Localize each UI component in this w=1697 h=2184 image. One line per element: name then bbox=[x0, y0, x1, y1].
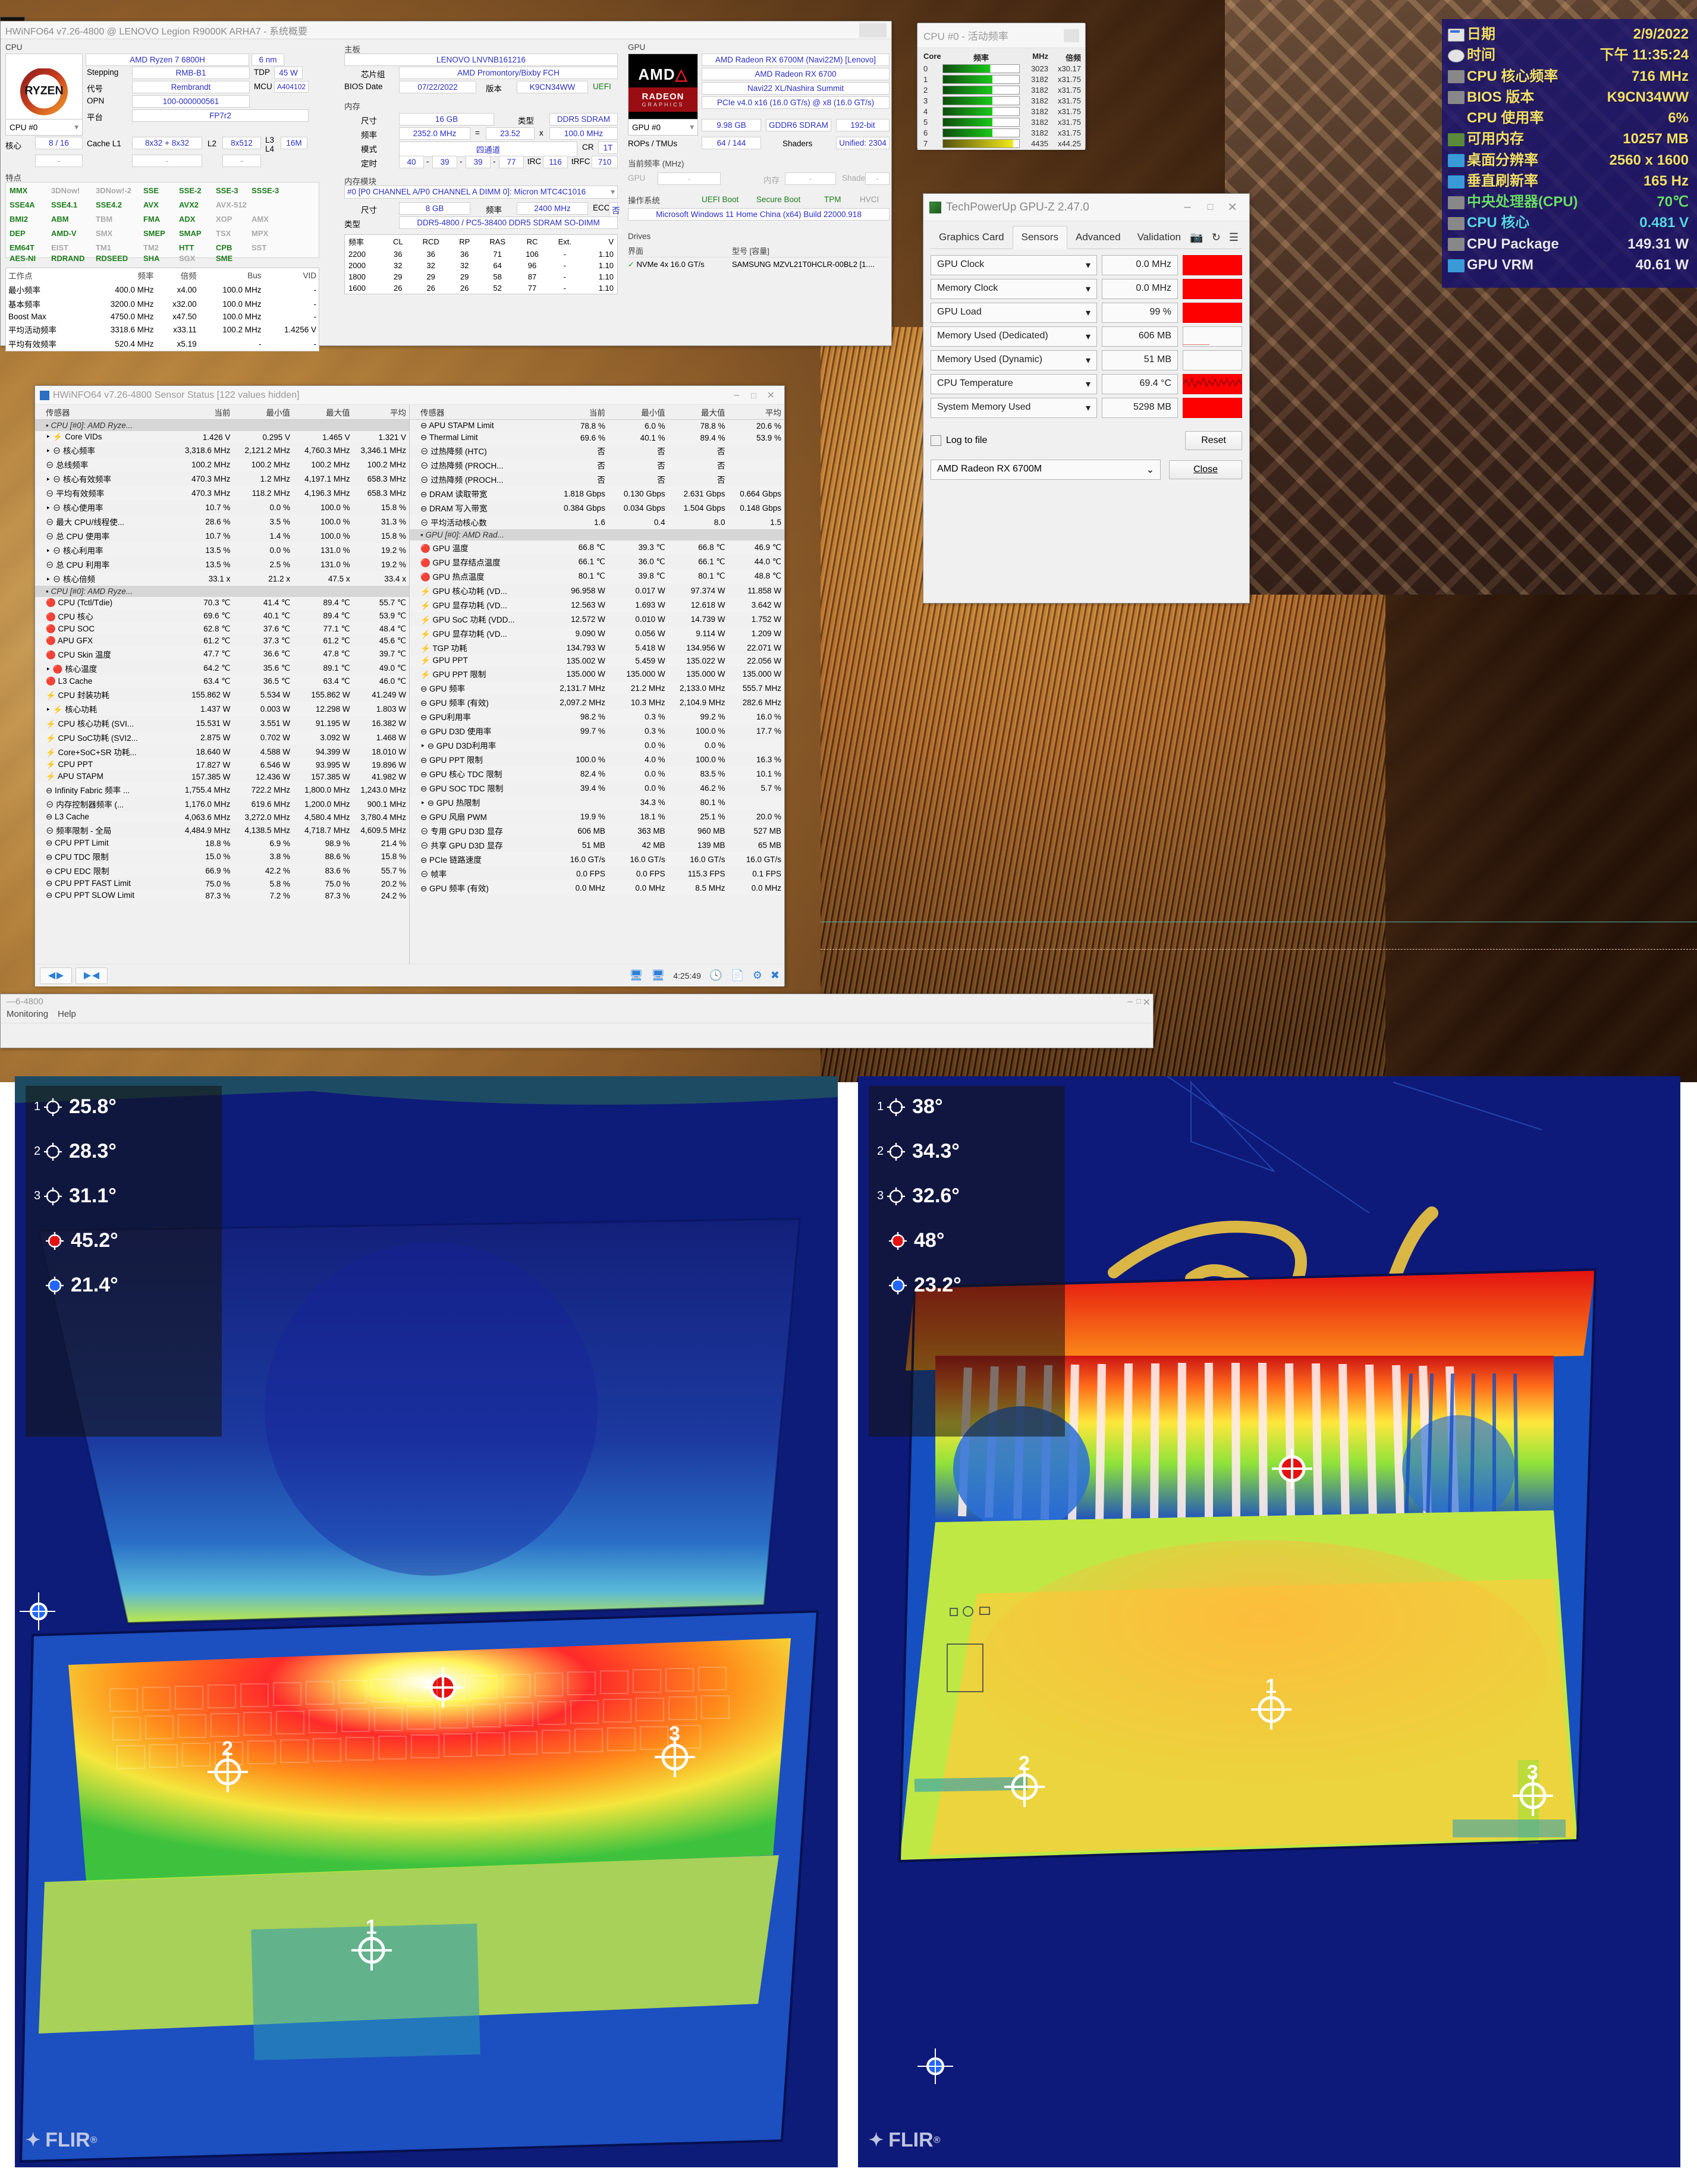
svg-text:1: 1 bbox=[1265, 1675, 1277, 1698]
svg-text:3: 3 bbox=[1527, 1761, 1538, 1784]
svg-text:2: 2 bbox=[222, 1737, 233, 1760]
svg-text:RYZEN: RYZEN bbox=[24, 84, 63, 97]
svg-text:2: 2 bbox=[1019, 1752, 1030, 1775]
svg-text:1: 1 bbox=[366, 1916, 377, 1938]
